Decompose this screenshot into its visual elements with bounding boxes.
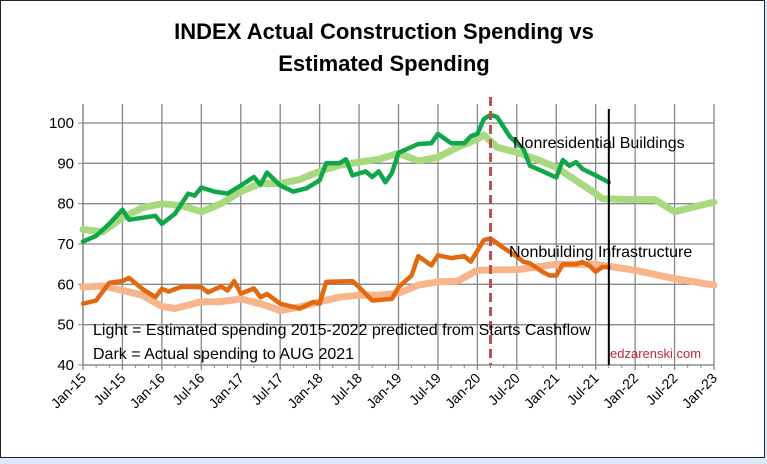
x-tick-label: Jul-22	[642, 370, 680, 408]
x-tick-label: Jul-20	[485, 370, 523, 408]
x-tick-label: Jan-19	[363, 370, 405, 412]
x-tick-label: Jul-17	[248, 370, 286, 408]
x-tick-label: Jul-19	[406, 370, 444, 408]
watermark: edzarenski.com	[610, 346, 701, 361]
x-tick-label: Jan-18	[284, 370, 326, 412]
y-tick-label: 80	[57, 196, 74, 213]
series-nonbuilding-infrastructure-actual	[80, 236, 612, 311]
series-nonresidential-buildings-actual	[80, 112, 612, 244]
series-lines	[79, 112, 718, 315]
y-tick-label: 100	[49, 115, 74, 132]
legend-light-note: Light = Estimated spending 2015-2022 pre…	[93, 322, 591, 339]
x-tick-label: Jan-15	[48, 370, 90, 412]
y-tick-label: 50	[57, 317, 74, 334]
x-tick-label: Jul-18	[327, 370, 365, 408]
chart-title-line-2: Estimated Spending	[278, 51, 489, 76]
y-tick-label: 60	[57, 276, 74, 293]
y-tick-label: 70	[57, 236, 74, 253]
x-tick-label: Jan-21	[521, 370, 563, 412]
x-tick-label: Jan-16	[126, 370, 168, 412]
x-tick-label: Jul-21	[564, 370, 602, 408]
x-tick-label: Jan-22	[600, 370, 642, 412]
reference-lines	[489, 97, 610, 365]
chart-title-line-1: INDEX Actual Construction Spending vs	[174, 19, 594, 44]
x-tick-label: Jan-17	[205, 370, 247, 412]
legend-dark-note: Dark = Actual spending to AUG 2021	[93, 346, 354, 363]
x-tick-label: Jul-15	[90, 370, 128, 408]
x-tick-label: Jan-20	[442, 370, 484, 412]
gridlines	[82, 104, 715, 370]
x-tick-label: Jan-23	[679, 370, 721, 412]
y-tick-label: 90	[57, 155, 74, 172]
x-tick-label: Jul-16	[169, 370, 207, 408]
y-tick-label: 40	[57, 357, 74, 374]
label-nonbuilding: Nonbuilding Infrastructure	[509, 244, 692, 261]
label-nonresidential: Nonresidential Buildings	[513, 135, 685, 152]
